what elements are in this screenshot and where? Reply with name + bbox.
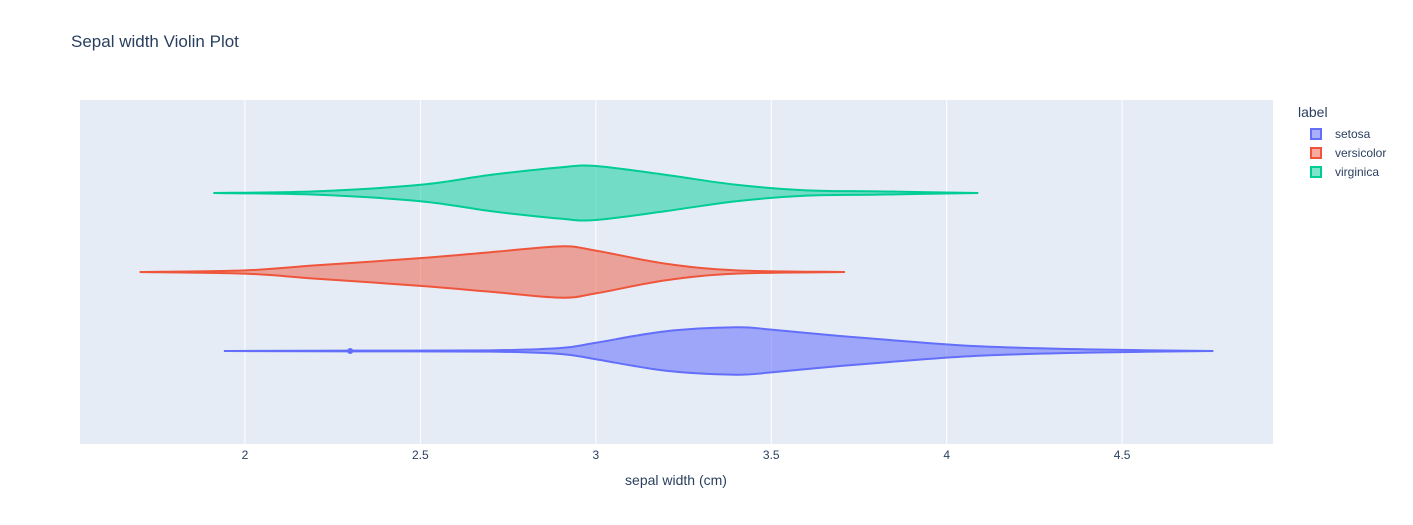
x-axis-ticks: 2 2.5 3 3.5 4 4.5 — [242, 448, 1131, 462]
x-tick-label: 3 — [592, 448, 599, 462]
x-tick-label: 4.5 — [1114, 448, 1131, 462]
x-axis-title: sepal width (cm) — [625, 472, 727, 488]
legend-item-setosa[interactable]: setosa — [1298, 124, 1386, 143]
x-tick-label: 2.5 — [412, 448, 429, 462]
legend-item-virginica[interactable]: virginica — [1298, 162, 1386, 181]
legend-label: versicolor — [1335, 145, 1387, 160]
legend-items: setosa versicolor virginica — [1298, 124, 1386, 181]
violin-setosa[interactable] — [223, 326, 1214, 376]
legend-title: label — [1298, 104, 1328, 120]
legend-swatch — [1310, 127, 1322, 140]
legend-swatch — [1310, 146, 1322, 159]
chart-title: Sepal width Violin Plot — [71, 32, 239, 51]
x-tick-label: 2 — [242, 448, 249, 462]
x-tick-label: 4 — [943, 448, 950, 462]
violin-versicolor[interactable] — [139, 245, 845, 299]
legend-swatch — [1310, 165, 1322, 178]
x-tick-label: 3.5 — [763, 448, 780, 462]
legend: label setosa versicolor virginica — [1298, 104, 1386, 181]
violin-layer — [139, 164, 1214, 376]
violin-virginica[interactable] — [213, 164, 979, 222]
legend-label: virginica — [1335, 164, 1380, 179]
outlier-point-setosa[interactable] — [347, 348, 354, 354]
legend-label: setosa — [1335, 126, 1371, 141]
legend-item-versicolor[interactable]: versicolor — [1298, 143, 1386, 162]
